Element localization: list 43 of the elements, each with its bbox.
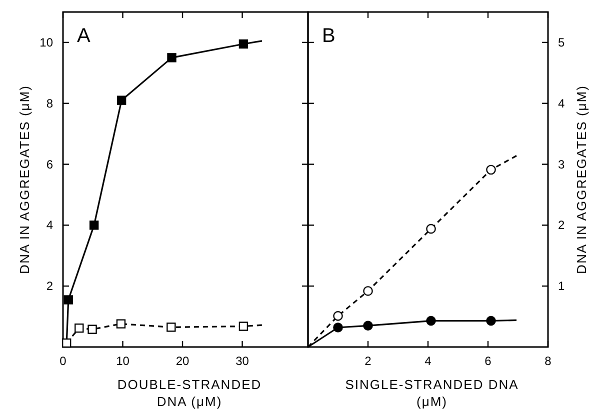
x-tick-label: 20	[176, 354, 190, 368]
y2-tick-label: 2	[558, 218, 565, 232]
point	[166, 322, 176, 332]
point	[426, 316, 436, 326]
point	[89, 220, 99, 230]
y-tick-label: 2	[46, 279, 54, 294]
point	[333, 311, 343, 321]
point	[363, 286, 373, 296]
point	[64, 295, 73, 304]
point	[426, 224, 436, 234]
x-axis-title: DOUBLE-STRANDED DNA (μM)	[117, 377, 262, 409]
y2-tick-label: 5	[558, 35, 565, 50]
y2-axis-title: DNA IN AGGREGATES (μM)	[574, 85, 589, 274]
x-tick-label: 8	[544, 354, 552, 368]
y-axis-title: DNA IN AGGREGATES (μM)	[17, 85, 32, 274]
x-tick-label: 0	[60, 354, 67, 368]
point	[363, 320, 373, 331]
x-tick-label: 10	[116, 354, 130, 368]
y2-tick-label: 1	[558, 279, 565, 294]
text: A	[77, 25, 91, 47]
text: B	[322, 25, 336, 47]
x-axis-title: SINGLE-STRANDED DNA (μM)	[345, 377, 519, 409]
x-tick-label: 6	[484, 354, 492, 368]
point	[88, 324, 97, 334]
point	[238, 322, 248, 331]
point	[238, 39, 248, 49]
point	[62, 338, 72, 348]
point	[116, 96, 126, 105]
x-tick-label: 2	[364, 354, 372, 368]
point	[116, 319, 126, 328]
x-tick-label: 30	[236, 354, 250, 368]
y-tick-label: 8	[46, 96, 54, 110]
point	[74, 324, 84, 333]
y-tick-label: 10	[40, 35, 54, 50]
point	[167, 53, 176, 62]
y2-tick-label: 4	[558, 96, 565, 110]
y-tick-label: 4	[46, 218, 54, 232]
y-tick-label: 6	[46, 157, 54, 172]
point	[333, 322, 343, 332]
point	[486, 164, 496, 175]
x-tick-label: 4	[424, 354, 432, 368]
point	[486, 316, 496, 326]
y2-tick-label: 3	[558, 157, 565, 172]
